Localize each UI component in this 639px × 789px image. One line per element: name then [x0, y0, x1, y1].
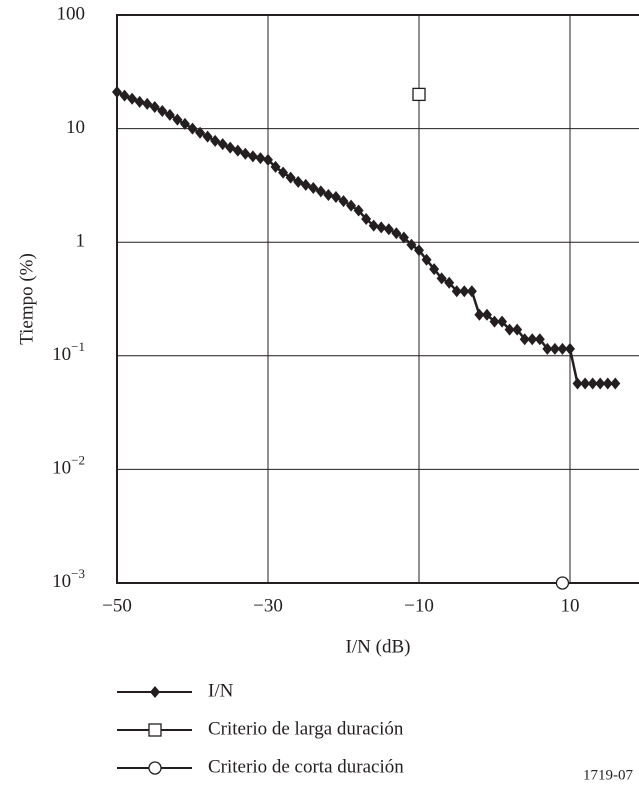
marker	[555, 576, 570, 590]
y-tick-base: 10	[52, 344, 71, 365]
marker	[368, 219, 379, 232]
marker	[323, 189, 334, 202]
marker	[398, 231, 409, 244]
marker	[565, 342, 575, 355]
marker	[202, 130, 213, 143]
marker	[459, 285, 470, 298]
marker	[361, 213, 372, 226]
x-tick-label: 10	[561, 595, 580, 616]
y-tick-label: 10−2	[52, 452, 85, 478]
legend-marker	[150, 686, 160, 698]
footnote: 1719-07	[583, 767, 633, 783]
marker	[481, 308, 492, 321]
y-tick-label: 10−1	[52, 339, 85, 365]
legend-marker	[148, 723, 162, 737]
marker	[285, 171, 296, 184]
marker	[595, 377, 606, 390]
marker	[127, 92, 138, 105]
marker	[346, 199, 357, 212]
marker	[217, 138, 228, 151]
marker	[210, 134, 221, 147]
marker	[255, 152, 266, 165]
marker	[602, 377, 613, 390]
marker	[300, 178, 311, 191]
marker	[293, 175, 304, 188]
marker	[112, 85, 122, 98]
marker	[512, 323, 523, 336]
marker	[412, 87, 426, 102]
marker	[497, 315, 508, 328]
plot-frame	[116, 14, 639, 584]
marker	[383, 223, 394, 236]
y-tick-base: 10	[52, 571, 71, 592]
x-axis-label: I/N (dB)	[346, 636, 411, 657]
y-tick-label: 10−3	[52, 566, 85, 592]
marker	[421, 253, 432, 266]
marker	[414, 244, 424, 257]
y-axis-label: Tiempo (%)	[16, 253, 37, 345]
marker	[308, 181, 319, 194]
marker	[474, 308, 485, 321]
marker	[466, 285, 477, 298]
marker	[179, 117, 190, 130]
marker	[172, 113, 183, 126]
marker	[444, 276, 455, 289]
marker	[142, 97, 153, 110]
marker	[232, 144, 243, 157]
marker	[549, 342, 560, 355]
x-tick-label: −30	[253, 595, 283, 616]
marker	[519, 333, 530, 346]
marker	[406, 238, 417, 251]
marker	[164, 108, 175, 121]
marker	[263, 153, 273, 166]
marker	[580, 377, 591, 390]
marker	[436, 272, 447, 285]
marker	[451, 285, 462, 298]
legend-marker	[148, 761, 162, 775]
marker	[429, 263, 440, 276]
marker	[134, 95, 145, 108]
x-tick-label: −50	[102, 595, 132, 616]
marker	[157, 104, 168, 117]
marker	[330, 190, 341, 203]
marker	[187, 122, 198, 135]
marker	[610, 377, 621, 390]
marker	[338, 195, 349, 208]
marker	[247, 150, 258, 163]
marker	[489, 315, 500, 328]
legend-label: Criterio de larga duración	[208, 718, 404, 739]
legend-label: I/N	[208, 680, 234, 701]
marker	[534, 333, 545, 346]
marker	[240, 147, 251, 160]
y-tick-label: 100	[57, 3, 86, 24]
y-tick-exponent: −2	[71, 452, 85, 467]
marker	[149, 100, 160, 113]
marker	[376, 221, 387, 234]
marker	[353, 204, 364, 217]
y-tick-exponent: −1	[71, 339, 85, 354]
marker	[504, 323, 515, 336]
marker	[527, 333, 538, 346]
marker	[391, 227, 402, 240]
marker	[557, 342, 568, 355]
marker	[195, 126, 206, 139]
marker	[119, 89, 130, 102]
y-tick-exponent: −3	[71, 566, 85, 581]
marker	[278, 166, 289, 179]
marker	[587, 377, 598, 390]
y-tick-base: 10	[52, 458, 71, 479]
marker	[225, 141, 236, 154]
x-tick-label: −10	[404, 595, 434, 616]
y-tick-label: 1	[76, 231, 86, 252]
marker	[270, 160, 281, 173]
marker	[572, 377, 583, 390]
marker	[542, 342, 553, 355]
marker	[315, 185, 326, 198]
y-tick-label: 10	[66, 117, 85, 138]
legend-label: Criterio de corta duración	[208, 756, 404, 777]
